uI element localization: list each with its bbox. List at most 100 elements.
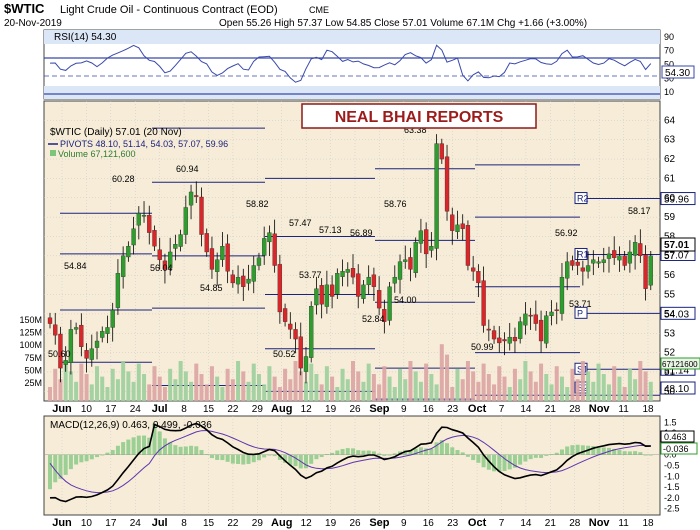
macd-hist-bar (345, 448, 350, 455)
volume-bar (450, 387, 455, 401)
volume-bar (398, 368, 403, 401)
date-label: Aug (271, 517, 292, 529)
volume-bar (246, 381, 251, 401)
volume-bar (324, 366, 329, 401)
volume-bar (136, 363, 141, 401)
date-label: 28 (569, 518, 581, 529)
volume-bar (48, 387, 52, 401)
candle-body (528, 314, 533, 317)
candle-body (147, 215, 152, 233)
macd-hist-bar (288, 454, 293, 465)
date-label: 24 (130, 404, 142, 415)
candle-body (518, 321, 523, 339)
volume-bar (586, 371, 591, 401)
price-annotation: 54.00 (394, 295, 417, 305)
macd-hist-bar (544, 454, 549, 456)
volume-bar (648, 381, 653, 401)
volume-bar (330, 376, 335, 401)
candle-body (434, 143, 439, 249)
candle-body (89, 348, 94, 360)
macd-hist-bar (596, 446, 601, 455)
volume-tick-label: 125M (19, 328, 42, 338)
candle-body (303, 356, 309, 372)
macd-hist-bar (256, 454, 261, 461)
candle-body (84, 350, 89, 359)
volume-bar (371, 374, 376, 401)
candle-body (491, 330, 497, 340)
volume-bar (63, 361, 68, 401)
macd-hist-bar (539, 454, 544, 458)
volume-axis: 150M 125M 100M 75M 50M 25M (19, 315, 42, 388)
volume-tick-label: 50M (24, 365, 42, 375)
candle-body (293, 329, 298, 340)
volume-bar (591, 381, 596, 401)
macd-hist-bar (199, 450, 204, 455)
volume-bar (340, 368, 345, 401)
macd-hist-bar (272, 454, 277, 457)
pivot-value-box (660, 306, 696, 320)
price-annotation: 58.17 (628, 206, 651, 216)
volume-tick-label: 25M (24, 378, 42, 388)
volume-bar (110, 368, 115, 401)
volume-bar (100, 376, 105, 401)
price-tick-label: 57 (664, 251, 676, 262)
candle-body (246, 278, 251, 284)
volume-bars (48, 344, 653, 401)
price-annotation: 60.94 (176, 164, 199, 174)
pivot-value: 48.10 (664, 384, 689, 395)
candle-body (215, 259, 220, 272)
macd-hist-bar (366, 450, 371, 455)
candle-body (387, 286, 392, 321)
candle-body (335, 273, 340, 295)
macd-hist-bar (204, 454, 209, 455)
price-tick-label: 55 (664, 290, 676, 301)
macd-hist-bar (251, 454, 256, 463)
candle-body (376, 290, 382, 309)
macd-hist-bar (575, 444, 580, 455)
date-label: 17 (105, 404, 117, 415)
volume-bar (84, 374, 89, 401)
macd-hist-bar (570, 445, 575, 455)
macd-hist-bar (53, 454, 58, 483)
macd-hist-bar (335, 450, 340, 455)
date-label: 10 (81, 404, 93, 415)
pivot-tag-box (574, 306, 588, 319)
candle-body (68, 329, 74, 363)
volume-bar (465, 361, 470, 401)
macd-hist-bar (89, 454, 94, 460)
macd-hist-bar (554, 452, 559, 455)
macd-hist-bar (209, 454, 214, 459)
price-tick-label: 52 (664, 348, 676, 359)
brand-box (301, 103, 537, 129)
date-label: 7 (499, 404, 505, 415)
date-label: 12 (301, 518, 313, 529)
volume-bar (497, 366, 502, 401)
price-legend: $WTIC (Daily) 57.01 (20 Nov) (50, 127, 182, 138)
macd-hist-bar (465, 454, 470, 457)
volume-bar (476, 381, 481, 401)
candle-body (340, 271, 345, 277)
macd-hist-bar (351, 448, 355, 455)
volume-bar (262, 384, 267, 401)
macd-hist-bar (168, 442, 173, 455)
candle-body (403, 259, 408, 262)
candle-body (110, 309, 115, 328)
candle-body (450, 214, 455, 231)
date-label: Jul (152, 403, 168, 415)
macd-hist-bar (356, 450, 361, 455)
volume-bar (512, 368, 517, 401)
candle-body (63, 360, 68, 365)
candle-body (267, 232, 272, 243)
date-label: Aug (271, 403, 292, 415)
volume-bar (392, 387, 397, 401)
macd-hist-bar (131, 437, 136, 455)
price-tick-label: 63 (664, 135, 676, 146)
price-annotation: 58.76 (384, 199, 407, 209)
candle-body (183, 207, 188, 235)
macd-hist-bar (178, 446, 183, 455)
macd-hist-bar (277, 454, 282, 460)
macd-hist-bar (476, 454, 481, 463)
volume-bar (387, 376, 392, 401)
volume-bar (408, 361, 413, 401)
volume-bar (429, 374, 434, 401)
